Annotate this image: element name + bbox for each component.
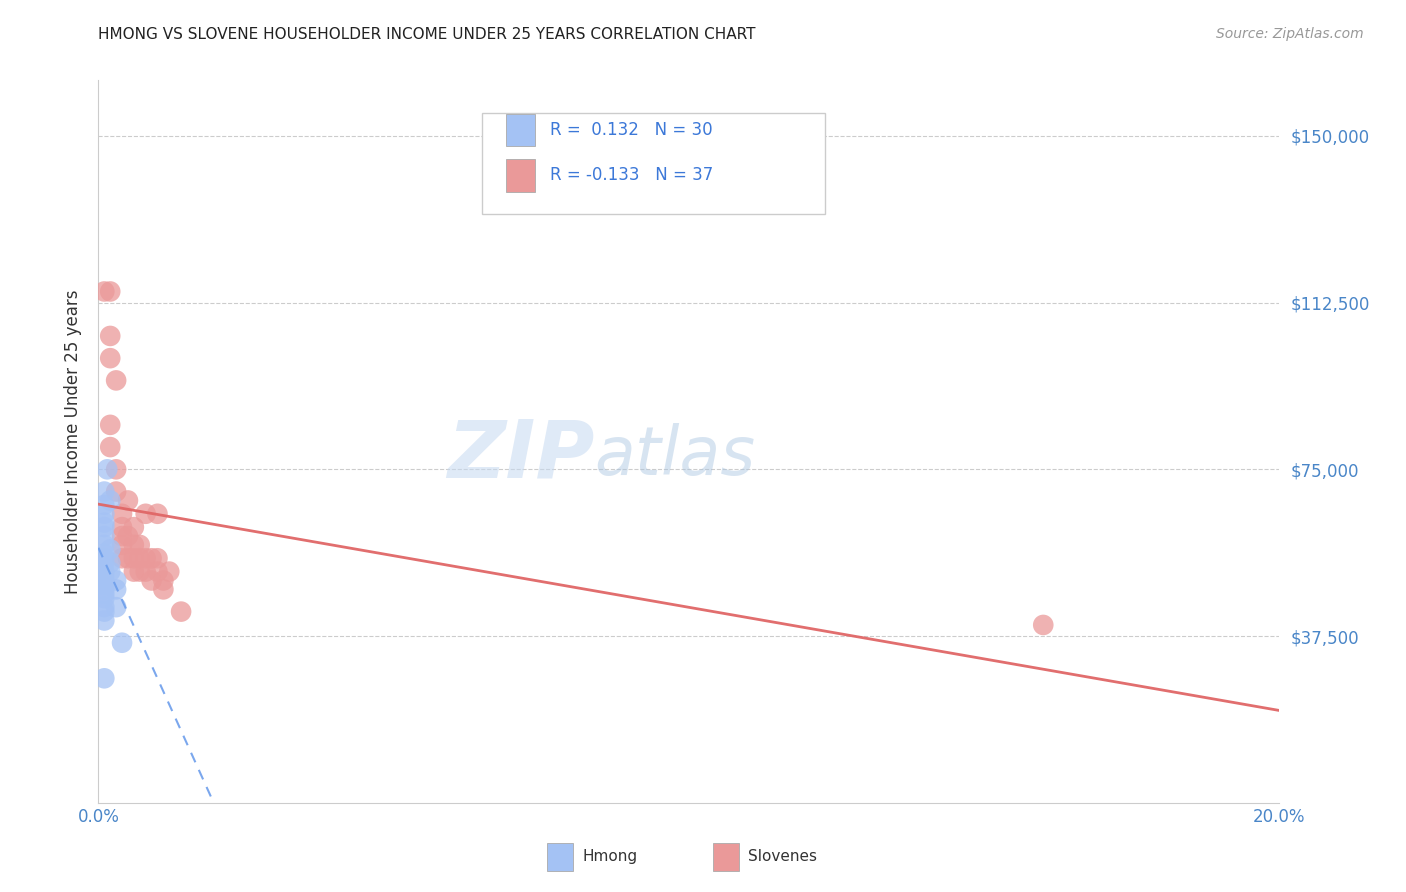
FancyBboxPatch shape xyxy=(506,159,536,192)
Point xyxy=(146,565,169,579)
Point xyxy=(98,329,121,343)
Point xyxy=(93,600,115,615)
Point xyxy=(93,565,115,579)
Point xyxy=(152,582,174,597)
FancyBboxPatch shape xyxy=(713,843,738,871)
Point xyxy=(93,671,115,685)
Point xyxy=(93,578,115,592)
FancyBboxPatch shape xyxy=(547,843,574,871)
Point xyxy=(135,507,157,521)
Point xyxy=(111,636,134,650)
Point xyxy=(93,516,115,530)
Point xyxy=(93,484,115,499)
Text: atlas: atlas xyxy=(595,423,755,489)
Point xyxy=(111,529,134,543)
Point xyxy=(98,285,121,299)
Point xyxy=(93,547,115,561)
Text: R =  0.132   N = 30: R = 0.132 N = 30 xyxy=(550,121,713,139)
Point xyxy=(135,551,157,566)
Point xyxy=(122,538,145,552)
Point xyxy=(98,542,121,557)
Point xyxy=(93,614,115,628)
Point xyxy=(93,520,115,534)
Point xyxy=(146,551,169,566)
Point xyxy=(122,565,145,579)
FancyBboxPatch shape xyxy=(482,112,825,214)
Point xyxy=(93,569,115,583)
FancyBboxPatch shape xyxy=(506,114,536,146)
Point xyxy=(93,507,115,521)
Point xyxy=(105,600,128,615)
Point xyxy=(93,551,115,566)
Point xyxy=(105,462,128,476)
Point xyxy=(93,285,115,299)
Point xyxy=(93,529,115,543)
Point xyxy=(122,520,145,534)
Point xyxy=(96,462,118,476)
Point xyxy=(146,507,169,521)
Text: Source: ZipAtlas.com: Source: ZipAtlas.com xyxy=(1216,27,1364,41)
Text: Slovenes: Slovenes xyxy=(748,849,817,864)
Point xyxy=(117,529,139,543)
Y-axis label: Householder Income Under 25 years: Householder Income Under 25 years xyxy=(65,289,83,594)
Point xyxy=(98,556,121,570)
Text: HMONG VS SLOVENE HOUSEHOLDER INCOME UNDER 25 YEARS CORRELATION CHART: HMONG VS SLOVENE HOUSEHOLDER INCOME UNDE… xyxy=(98,27,756,42)
Point xyxy=(141,574,163,588)
Point xyxy=(105,582,128,597)
Point xyxy=(122,551,145,566)
Point xyxy=(98,440,121,454)
Point xyxy=(157,565,180,579)
Point xyxy=(1032,618,1054,632)
Point xyxy=(93,587,115,601)
Point xyxy=(98,493,121,508)
Point xyxy=(93,538,115,552)
Point xyxy=(170,605,193,619)
Point xyxy=(111,551,134,566)
Point xyxy=(93,556,115,570)
Point xyxy=(111,507,134,521)
Point xyxy=(111,538,134,552)
Point xyxy=(117,493,139,508)
Point xyxy=(105,574,128,588)
Text: R = -0.133   N = 37: R = -0.133 N = 37 xyxy=(550,166,713,185)
Point xyxy=(117,551,139,566)
Point xyxy=(93,582,115,597)
Point xyxy=(105,373,128,387)
Text: ZIP: ZIP xyxy=(447,417,595,495)
Point xyxy=(128,551,150,566)
Point xyxy=(128,565,150,579)
Point xyxy=(98,351,121,366)
Point xyxy=(98,565,121,579)
Point xyxy=(105,484,128,499)
Text: Hmong: Hmong xyxy=(582,849,638,864)
Point xyxy=(93,591,115,606)
Point xyxy=(93,498,115,512)
Point xyxy=(141,551,163,566)
Point xyxy=(98,417,121,432)
Point xyxy=(128,538,150,552)
Point xyxy=(111,520,134,534)
Point xyxy=(152,574,174,588)
Point xyxy=(93,574,115,588)
Point xyxy=(93,605,115,619)
Point xyxy=(135,565,157,579)
